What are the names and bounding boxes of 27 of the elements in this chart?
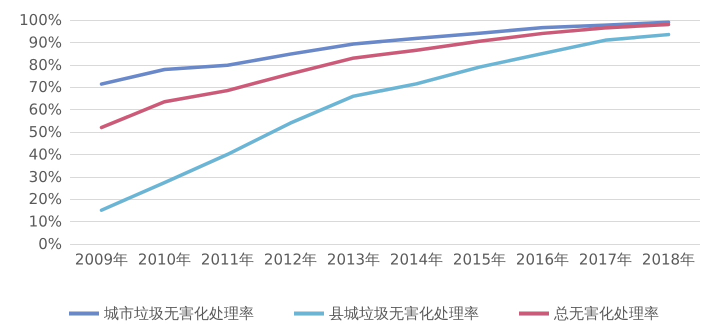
x-tick-label: 2013年 <box>326 250 380 268</box>
y-tick-label: 60% <box>28 100 62 119</box>
x-tick-label: 2009年 <box>74 250 128 268</box>
line-series <box>100 20 670 86</box>
x-tick-label: 2016年 <box>516 250 570 268</box>
y-tick-label: 10% <box>28 212 62 231</box>
y-tick-label: 70% <box>28 78 62 96</box>
x-tick-label: 2011年 <box>200 250 254 268</box>
x-tick-label: 2018年 <box>642 250 696 268</box>
x-tick-label: 2017年 <box>578 250 632 268</box>
y-tick-label: 0% <box>38 235 62 253</box>
line-series <box>100 22 670 130</box>
legend-label: 县城垃圾无害化处理率 <box>329 304 479 322</box>
y-tick-label: 30% <box>28 168 62 186</box>
x-tick-label: 2015年 <box>452 250 506 268</box>
y-tick-label: 80% <box>28 56 62 74</box>
legend-label: 总无害化处理率 <box>553 304 659 322</box>
y-tick-label: 20% <box>28 190 62 208</box>
legend-label: 城市垃圾无害化处理率 <box>103 304 254 322</box>
y-tick-label: 90% <box>28 33 62 52</box>
y-tick-label: 100% <box>19 11 62 29</box>
x-tick-label: 2010年 <box>138 250 192 268</box>
y-tick-label: 50% <box>28 123 62 141</box>
x-tick-label: 2012年 <box>264 250 318 268</box>
line-series <box>100 32 670 212</box>
x-tick-label: 2014年 <box>390 250 444 268</box>
y-tick-label: 40% <box>28 145 62 164</box>
